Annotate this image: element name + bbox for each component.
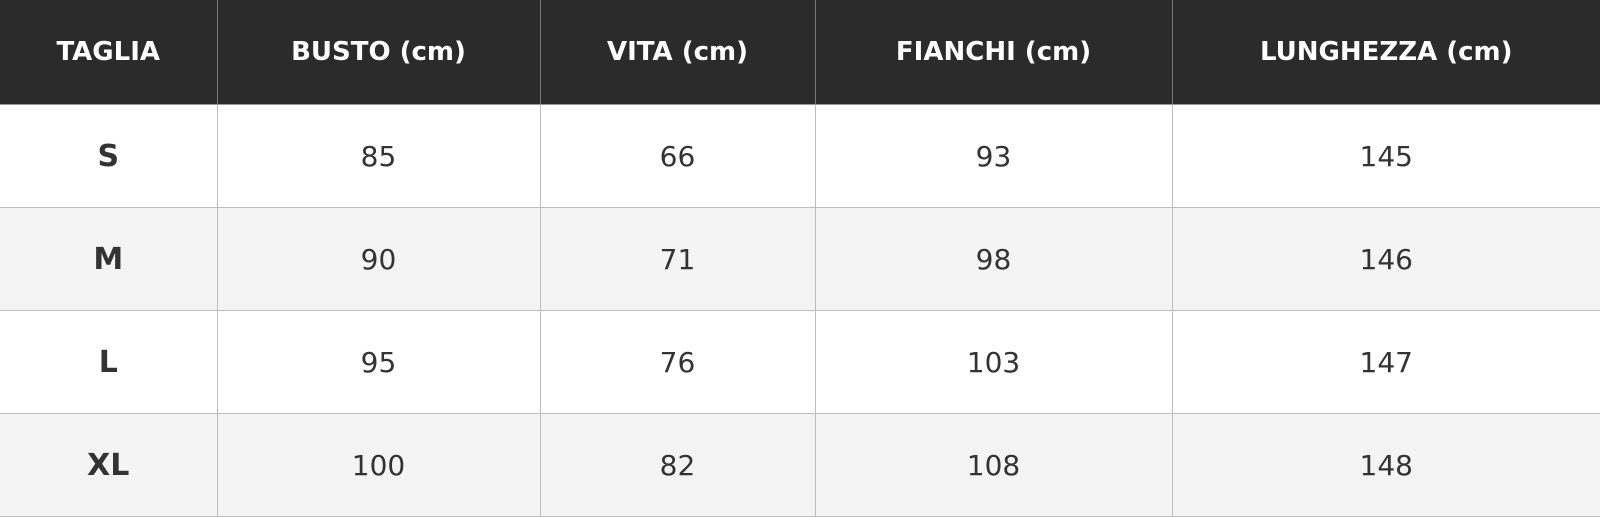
measure-cell: 108 [814,413,1173,517]
size-cell: XL [0,413,218,517]
measure-cell: 82 [539,413,816,517]
measure-cell: 98 [814,207,1173,311]
table-header: TAGLIA BUSTO (cm) VITA (cm) FIANCHI (cm) LUN… [0,0,1600,105]
table-row: M 90 71 98 146 [0,207,1600,311]
header-cell: TAGLIA [0,0,217,105]
measure-cell: 76 [539,310,816,414]
size-cell: S [0,104,218,208]
measure-cell: 148 [1171,413,1600,517]
measure-cell: 66 [539,104,816,208]
measure-cell: 95 [216,310,541,414]
measure-cell: 90 [216,207,541,311]
size-cell: L [0,310,218,414]
header-cell: BUSTO (cm) [216,0,540,105]
table-row: XL 100 82 108 148 [0,413,1600,517]
table-row: L 95 76 103 147 [0,310,1600,414]
header-cell: LUNGHEZZA (cm) [1171,0,1600,105]
header-cell: VITA (cm) [539,0,815,105]
header-cell: FIANCHI (cm) [814,0,1172,105]
measure-cell: 85 [216,104,541,208]
measure-cell: 103 [814,310,1173,414]
measure-cell: 146 [1171,207,1600,311]
table-body: S 85 66 93 145 M 90 71 98 146 L 95 76 103 147 XL 100 82 10… [0,104,1600,517]
size-cell: M [0,207,218,311]
measure-cell: 71 [539,207,816,311]
measure-cell: 100 [216,413,541,517]
measure-cell: 147 [1171,310,1600,414]
measure-cell: 145 [1171,104,1600,208]
measure-cell: 93 [814,104,1173,208]
table-row: S 85 66 93 145 [0,104,1600,208]
header-row: TAGLIA BUSTO (cm) VITA (cm) FIANCHI (cm) LUN… [0,0,1600,105]
